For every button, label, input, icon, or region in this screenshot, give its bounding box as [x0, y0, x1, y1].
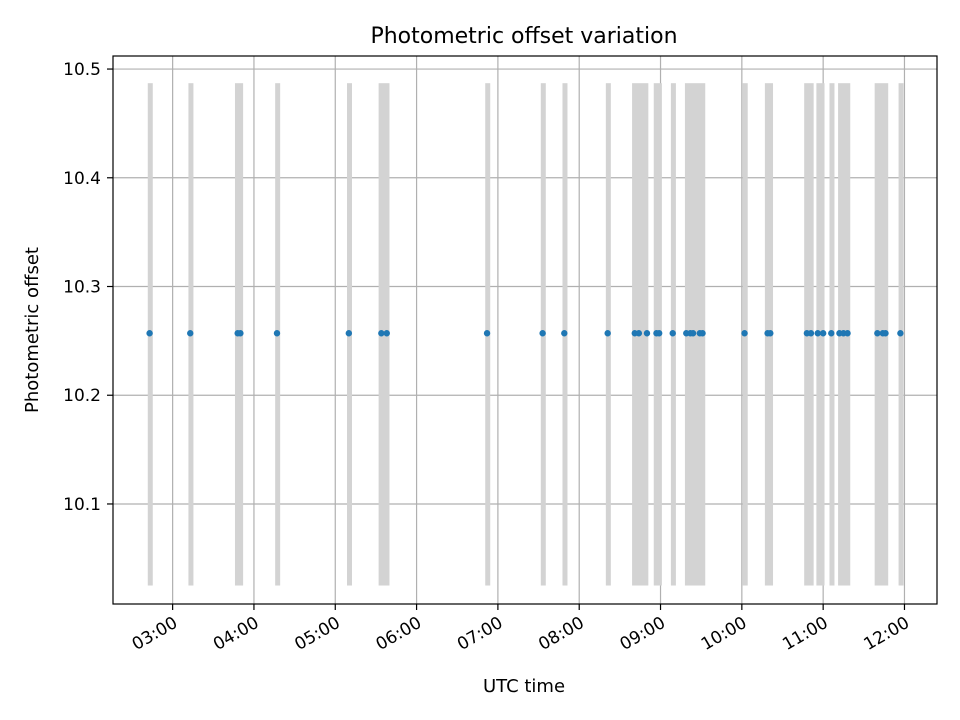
data-point — [635, 330, 643, 337]
data-point — [807, 330, 815, 337]
data-point — [539, 330, 546, 337]
data-point — [741, 330, 748, 337]
y-tick-label: 10.5 — [63, 60, 101, 80]
data-point — [828, 330, 835, 337]
data-point — [273, 330, 281, 337]
y-tick-label: 10.1 — [63, 495, 101, 515]
data-point — [146, 330, 153, 337]
data-point — [187, 330, 194, 337]
data-point — [819, 330, 827, 337]
grid-lines — [113, 56, 937, 604]
data-point — [897, 330, 904, 337]
data-point — [814, 330, 821, 337]
y-axis-ticks: 10.1 10.2 10.3 10.4 10.5 — [63, 60, 113, 515]
data-point — [483, 330, 491, 337]
data-point — [767, 330, 774, 337]
data-point — [882, 330, 889, 337]
data-point — [604, 330, 611, 337]
data-point — [383, 330, 390, 337]
data-point — [669, 330, 676, 337]
data-points — [146, 330, 904, 337]
data-point — [378, 330, 385, 337]
data-point — [561, 330, 568, 337]
data-point — [643, 330, 651, 337]
y-tick-label: 10.3 — [63, 278, 101, 298]
data-point — [655, 330, 663, 337]
data-point — [874, 330, 881, 337]
data-point — [699, 330, 706, 337]
y-tick-label: 10.4 — [63, 169, 101, 189]
plot-frame — [112, 55, 938, 605]
data-point — [689, 330, 697, 337]
y-axis-label: Photometric offset — [22, 247, 43, 413]
data-point — [844, 330, 851, 337]
y-tick-label: 10.2 — [63, 386, 101, 406]
data-point — [237, 330, 244, 337]
chart-title: Photometric offset variation — [370, 24, 677, 49]
x-axis-label: UTC time — [483, 676, 565, 697]
data-point — [345, 330, 353, 337]
